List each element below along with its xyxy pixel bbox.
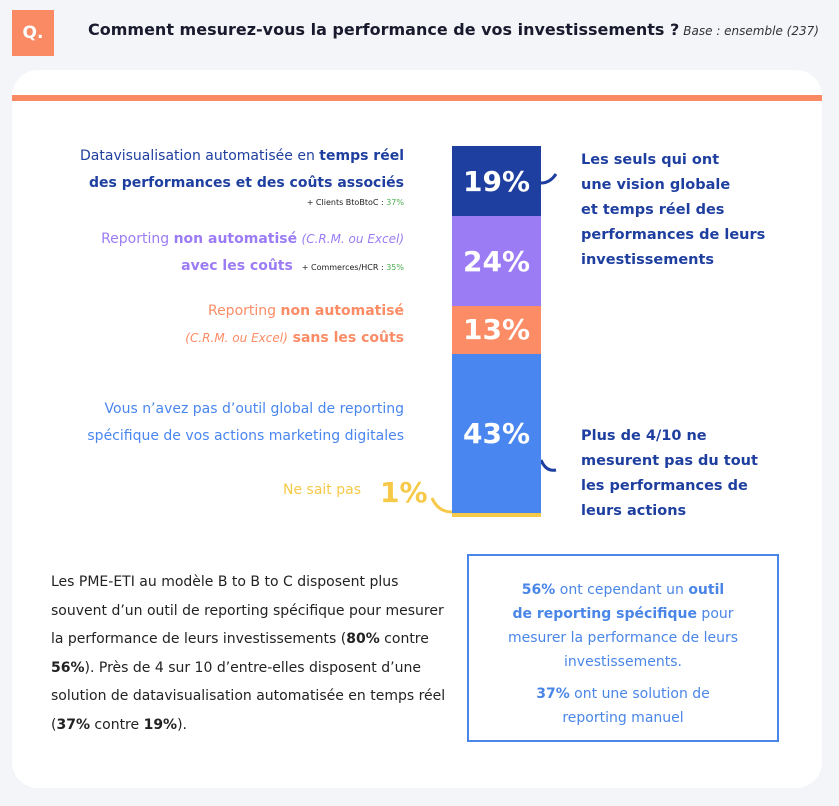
- label-reporting-sans-couts: Reporting non automatisé (C.R.M. ou Exce…: [185, 303, 404, 346]
- bottom-connector: [539, 459, 557, 472]
- label-pas-d-outil: Vous n’avez pas d’outil global de report…: [87, 401, 404, 444]
- label-note: + Commerces/HCR : 35%: [301, 263, 404, 272]
- bar-segment-5: [452, 513, 541, 517]
- question-badge: Q.: [12, 10, 54, 56]
- ne-sait-pas-value: 1%: [380, 476, 428, 509]
- bar-segment-2: 24%: [452, 216, 541, 306]
- label-ne-sait-pas: Ne sait pas: [283, 482, 361, 498]
- bar-value-label: 13%: [462, 313, 531, 347]
- accent-bar: [12, 95, 822, 101]
- bar-segment-4: 43%: [452, 353, 541, 514]
- bar-value-label: 24%: [462, 244, 531, 278]
- yellow-connector: [430, 497, 453, 514]
- annotation-bottom: Plus de 4/10 ne mesurent pas du tout les…: [581, 428, 758, 519]
- bar-segment-1: 19%: [452, 146, 541, 217]
- label-datavisualisation: Datavisualisation automatisée en temps r…: [80, 143, 404, 209]
- question-title: Comment mesurez-vous la performance de v…: [88, 20, 819, 39]
- summary-paragraph: Les PME-ETI au modèle B to B to C dispos…: [51, 574, 446, 733]
- label-bold: des performances et des coûts associés: [89, 175, 404, 191]
- highlight-box: 56% ont cependant un outil de reporting …: [467, 554, 779, 742]
- label-note: + Clients BtoBtoC : 37%: [306, 198, 404, 207]
- label-bold: temps réel: [319, 148, 404, 164]
- bar-segment-3: 13%: [452, 305, 541, 354]
- annotation-top: Les seuls qui ont une vision globale et …: [581, 152, 766, 268]
- bar-value-label: 19%: [462, 164, 531, 198]
- label-reporting-avec-couts: Reporting non automatisé (C.R.M. ou Exce…: [101, 231, 404, 274]
- label-text: Datavisualisation automatisée en: [80, 148, 320, 164]
- content-card: [12, 70, 822, 788]
- question-text: Comment mesurez-vous la performance de v…: [88, 20, 680, 39]
- bar-value-label: 43%: [462, 417, 531, 450]
- base-note: Base : ensemble (237): [683, 24, 819, 38]
- top-connector: [540, 173, 558, 185]
